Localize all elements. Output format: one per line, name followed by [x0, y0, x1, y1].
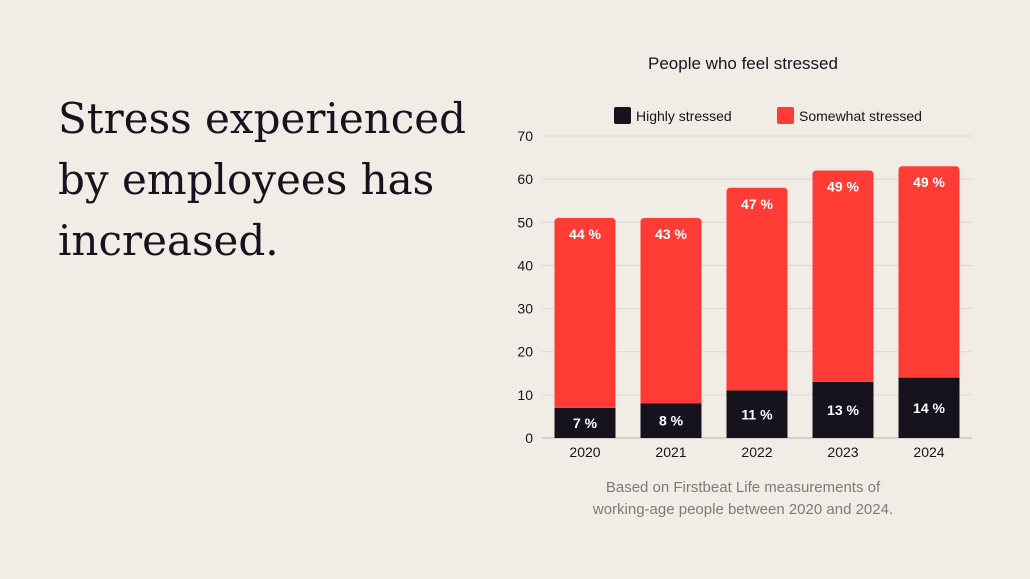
data-label: 13 % — [827, 402, 859, 418]
bar-segment — [812, 170, 874, 382]
footnote-line-1: Based on Firstbeat Life measurements of — [605, 479, 881, 496]
headline: Stress experienced by employees has incr… — [58, 88, 478, 271]
data-label: 47 % — [741, 196, 773, 212]
data-label: 43 % — [655, 226, 687, 242]
data-label: 11 % — [741, 406, 773, 422]
y-tick-label: 0 — [525, 430, 533, 446]
bar-segment — [554, 217, 616, 408]
headline-line-1: Stress experienced — [58, 94, 467, 143]
y-tick-label: 50 — [517, 214, 533, 230]
data-label: 49 % — [827, 179, 859, 195]
y-tick-label: 30 — [517, 301, 533, 317]
x-tick-label: 2022 — [741, 444, 772, 460]
legend-swatch — [614, 107, 631, 124]
bar-segment — [898, 377, 960, 438]
y-tick-label: 40 — [517, 257, 533, 273]
bar-segment — [640, 217, 702, 404]
chart-title: People who feel stressed — [648, 54, 838, 73]
footnote-line-2: working-age people between 2020 and 2024… — [592, 501, 894, 518]
x-tick-label: 2020 — [569, 444, 600, 460]
data-label: 49 % — [913, 174, 945, 190]
chart-canvas: 0 10 20 30 40 50 60 70 Highly stressed Somewhat s… — [517, 107, 972, 460]
data-label: 7 % — [573, 415, 598, 431]
y-tick-label: 10 — [517, 387, 533, 403]
y-tick-label: 70 — [517, 128, 533, 144]
data-label: 8 % — [659, 413, 684, 429]
data-label: 14 % — [913, 400, 945, 416]
y-tick-label: 20 — [517, 344, 533, 360]
chart-footnote: Based on Firstbeat Life measurements of … — [500, 477, 986, 521]
bar-segment — [812, 381, 874, 438]
legend-label: Highly stressed — [636, 108, 732, 124]
legend-swatch — [777, 107, 794, 124]
bar-segment — [726, 390, 788, 438]
headline-line-3: increased. — [58, 216, 279, 265]
x-tick-label: 2024 — [913, 444, 944, 460]
headline-line-2: by employees has — [58, 155, 435, 204]
bar-segment — [554, 407, 616, 438]
bar-segment — [726, 187, 788, 391]
y-tick-label: 60 — [517, 171, 533, 187]
stress-chart: People who feel stressed 0 10 20 30 40 50 60 70… — [500, 40, 1000, 540]
x-tick-label: 2021 — [655, 444, 686, 460]
bar-segment — [640, 403, 702, 438]
x-tick-label: 2023 — [827, 444, 858, 460]
legend-label: Somewhat stressed — [799, 108, 922, 124]
bar-segment — [898, 166, 960, 378]
data-label: 44 % — [569, 226, 601, 242]
